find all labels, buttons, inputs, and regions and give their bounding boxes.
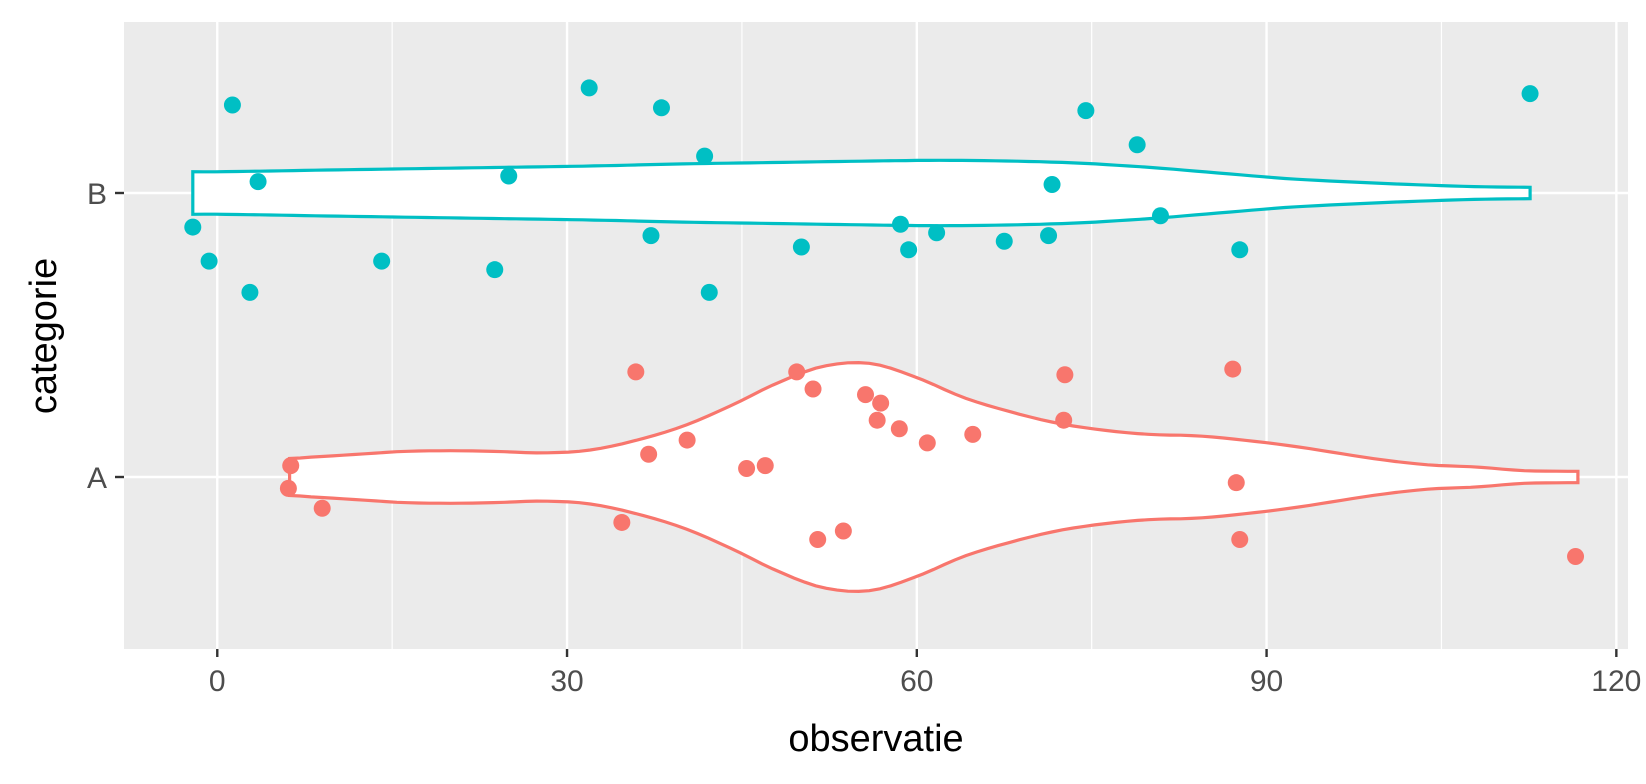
point-B xyxy=(200,252,218,270)
point-A xyxy=(918,434,936,452)
y-axis-title: categorie xyxy=(23,258,65,414)
x-axis: 0 30 60 90 120 xyxy=(209,649,1641,698)
data-points xyxy=(184,79,1585,566)
y-tick-label: A xyxy=(87,462,107,495)
y-tick-label: B xyxy=(87,178,107,211)
point-A xyxy=(788,363,806,381)
x-axis-title: observatie xyxy=(788,718,963,760)
point-A xyxy=(1056,366,1074,384)
point-B xyxy=(642,227,660,245)
point-A xyxy=(613,513,631,531)
point-B xyxy=(1521,85,1539,103)
point-A xyxy=(738,459,756,477)
point-B xyxy=(1128,136,1146,154)
point-B xyxy=(373,252,391,270)
point-A xyxy=(678,431,696,449)
point-A xyxy=(1055,411,1073,429)
x-tick-label: 30 xyxy=(550,665,583,698)
point-A xyxy=(964,425,982,443)
point-B xyxy=(1040,227,1058,245)
violins xyxy=(191,158,1580,594)
point-A xyxy=(640,445,658,463)
point-A xyxy=(1224,360,1242,378)
point-A xyxy=(1567,548,1585,566)
point-B xyxy=(928,224,946,242)
point-B xyxy=(184,218,202,236)
point-B xyxy=(223,96,241,114)
point-B xyxy=(241,283,259,301)
point-B xyxy=(1077,102,1095,120)
point-A xyxy=(809,530,827,548)
point-B xyxy=(652,99,670,117)
point-B xyxy=(249,173,267,191)
point-B xyxy=(700,283,718,301)
point-A xyxy=(1231,530,1249,548)
y-axis: AB xyxy=(87,178,124,495)
minor-gridlines xyxy=(391,22,1443,649)
point-A xyxy=(834,522,852,540)
point-A xyxy=(868,411,886,429)
point-A xyxy=(857,386,875,404)
point-A xyxy=(627,363,645,381)
point-A xyxy=(1227,474,1245,492)
point-B xyxy=(891,215,909,233)
point-B xyxy=(792,238,810,256)
point-A xyxy=(282,457,300,475)
x-tick-label: 120 xyxy=(1591,665,1641,698)
point-B xyxy=(486,261,504,279)
point-B xyxy=(1043,175,1061,193)
point-B xyxy=(696,147,714,165)
point-A xyxy=(313,499,331,517)
violin-B xyxy=(191,158,1532,228)
x-tick-label: 0 xyxy=(209,665,226,698)
point-B xyxy=(900,241,918,259)
x-tick-label: 90 xyxy=(1250,665,1283,698)
point-A xyxy=(890,420,908,438)
point-A xyxy=(756,457,774,475)
point-B xyxy=(580,79,598,97)
violin-A xyxy=(288,360,1580,594)
point-B xyxy=(1151,207,1169,225)
x-tick-label: 60 xyxy=(900,665,933,698)
point-B xyxy=(500,167,518,185)
point-B xyxy=(1231,241,1249,259)
point-B xyxy=(995,232,1013,250)
point-A xyxy=(872,394,890,412)
point-A xyxy=(279,479,297,497)
point-A xyxy=(804,380,822,398)
